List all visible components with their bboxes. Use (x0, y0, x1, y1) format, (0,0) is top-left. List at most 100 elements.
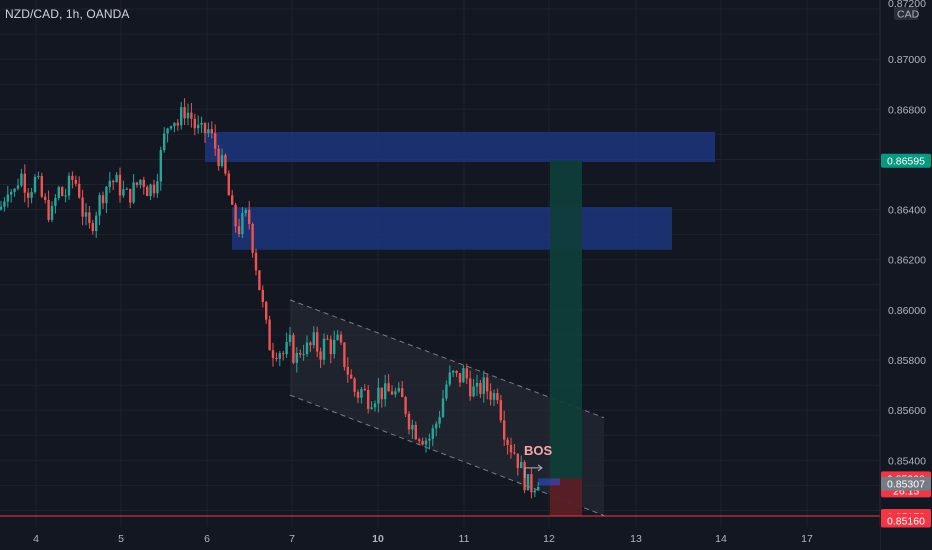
supply-zone-upper (205, 131, 715, 162)
candle-up (3, 201, 6, 207)
candle-down (418, 439, 421, 441)
candle-down (479, 382, 482, 394)
candle-down (237, 226, 241, 235)
candle-down (135, 182, 139, 185)
candle-up (411, 424, 414, 430)
candle-down (91, 223, 94, 232)
candle-up (200, 122, 203, 125)
candle-down (254, 252, 258, 271)
candle-up (397, 388, 400, 392)
candle-up (84, 212, 88, 217)
candle-down (329, 339, 332, 355)
candle-up (360, 389, 363, 398)
candle-down (421, 440, 424, 445)
candle-down (292, 334, 295, 363)
candle-up (537, 487, 540, 491)
candle-down (101, 195, 105, 204)
candle-up (37, 176, 40, 178)
candle-up (428, 438, 431, 441)
candle-up (122, 189, 125, 196)
candle-down (227, 173, 230, 196)
candle-up (197, 124, 200, 129)
position-target-zone (550, 160, 582, 479)
candle-up (322, 338, 326, 360)
candle-up (438, 417, 441, 424)
candle-up (278, 353, 281, 359)
candle-down (118, 174, 122, 196)
bos-label: BOS (524, 443, 553, 458)
candle-down (40, 176, 43, 197)
candle-up (163, 133, 166, 151)
candle-down (499, 400, 502, 421)
candle-up (132, 182, 135, 203)
candle-down (265, 301, 268, 320)
candle-down (74, 179, 77, 184)
candle-down (258, 270, 261, 290)
candle-up (492, 393, 496, 400)
candle-up (288, 334, 292, 342)
candle-down (210, 129, 213, 134)
candle-down (142, 179, 145, 187)
candle-up (241, 213, 244, 235)
candle-up (54, 198, 57, 206)
candle-up (105, 186, 108, 204)
price-tag-bg (881, 513, 931, 528)
price-tick-label: 0.85800 (888, 355, 926, 367)
candle-down (414, 424, 417, 440)
candle-up (302, 354, 305, 356)
candle-up (0, 206, 3, 210)
candle-down (251, 224, 254, 253)
price-tag-bg (881, 153, 931, 168)
candle-up (98, 195, 101, 216)
candle-up (295, 352, 298, 363)
time-axis[interactable]: 4 5 6 7 10 11 12 13 14 17 (0, 527, 880, 550)
candle-up (312, 332, 315, 346)
candle-down (268, 319, 271, 351)
candle-up (452, 370, 455, 373)
candle-down (530, 474, 533, 493)
currency-badge: CAD (897, 9, 920, 21)
candle-down (78, 183, 81, 198)
candle-down (112, 180, 115, 183)
candle-up (173, 122, 176, 127)
candle-down (217, 148, 220, 167)
candle-down (486, 377, 489, 392)
candle-up (10, 191, 13, 195)
candle-up (472, 386, 475, 397)
candle-down (193, 118, 196, 129)
candle-up (108, 180, 111, 187)
candle-up (6, 194, 9, 202)
candle-up (441, 398, 445, 418)
candle-up (30, 192, 33, 198)
candle-down (326, 338, 329, 340)
candle-down (339, 334, 343, 343)
candle-down (214, 133, 217, 149)
candle-up (448, 372, 451, 385)
candle-down (203, 122, 207, 134)
candle-up (95, 215, 98, 232)
price-tag-bg (881, 476, 931, 491)
price-tick-label: 0.87000 (888, 54, 926, 66)
candle-down (27, 192, 30, 198)
candle-up (57, 187, 60, 199)
time-tick-label: 12 (543, 533, 555, 545)
candle-down (506, 439, 509, 445)
candle-down (350, 374, 353, 379)
candle-down (47, 199, 50, 220)
candle-down (496, 393, 499, 401)
time-tick-label: 7 (289, 533, 295, 545)
candle-down (503, 420, 506, 440)
candle-down (390, 391, 394, 395)
candle-up (64, 195, 67, 197)
price-tick-label: 0.86200 (888, 255, 926, 267)
price-tick-label: 0.86800 (888, 104, 926, 116)
currency-badge-bg (894, 7, 918, 20)
candle-up (333, 339, 336, 355)
candle-down (356, 391, 360, 398)
price-tick-label: 0.86000 (888, 305, 926, 317)
candle-down (71, 175, 74, 180)
candle-down (469, 378, 472, 397)
